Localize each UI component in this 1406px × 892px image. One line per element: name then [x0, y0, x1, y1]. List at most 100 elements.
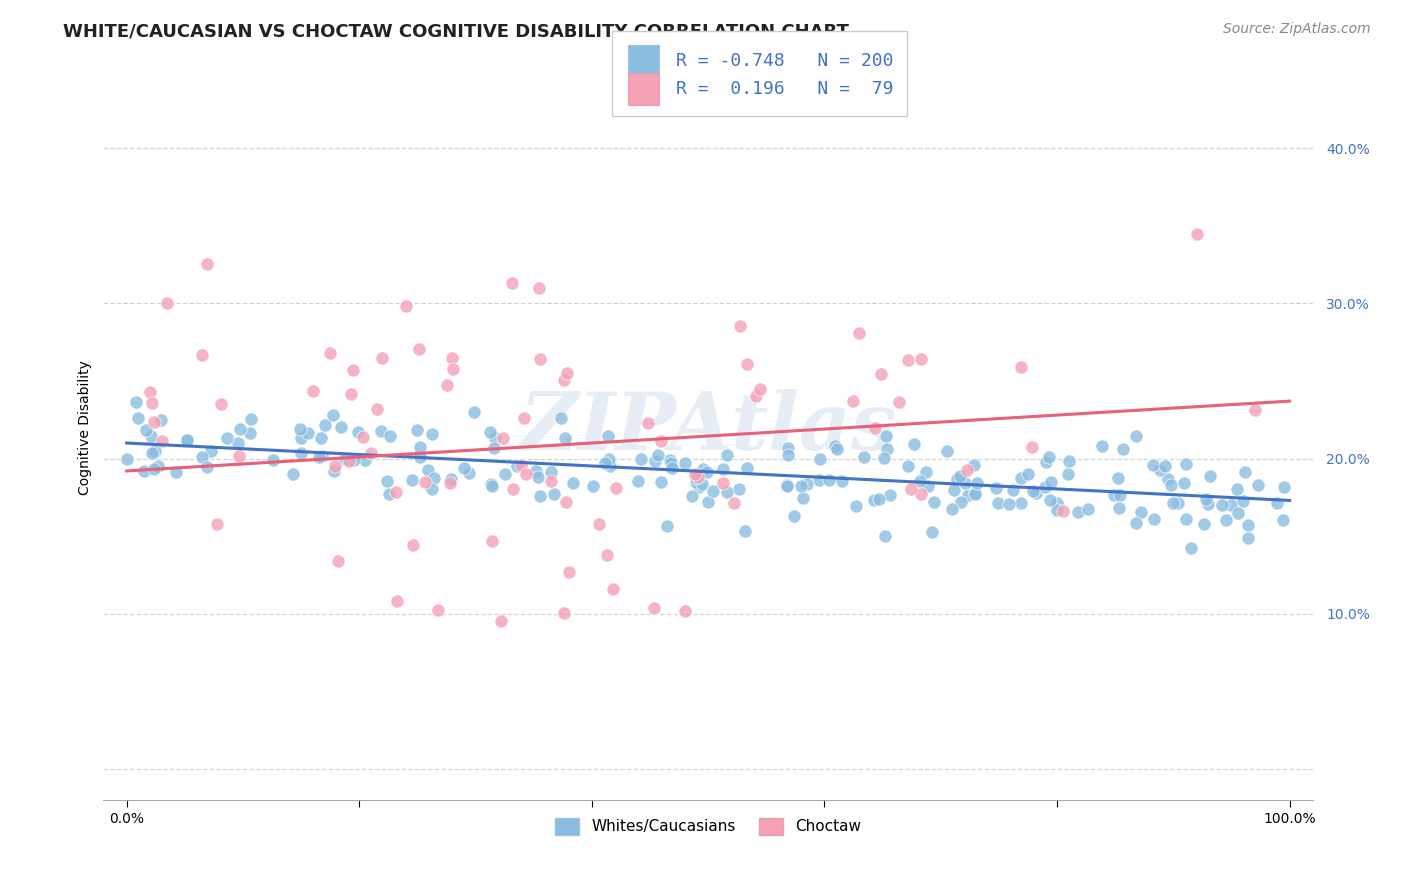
- Point: [808, 452, 831, 467]
- Point: [513, 411, 536, 425]
- Point: [745, 389, 768, 403]
- Point: [966, 475, 988, 490]
- Point: [875, 428, 897, 442]
- Point: [555, 366, 578, 380]
- Point: [582, 479, 605, 493]
- Point: [1167, 496, 1189, 510]
- Point: [423, 471, 446, 485]
- Point: [1010, 496, 1032, 510]
- Point: [554, 431, 576, 445]
- Point: [195, 257, 218, 271]
- Point: [239, 425, 262, 440]
- Point: [848, 326, 870, 341]
- Point: [1185, 227, 1208, 241]
- Point: [557, 565, 579, 579]
- Point: [406, 423, 429, 437]
- Point: [1091, 439, 1114, 453]
- Point: [692, 462, 714, 476]
- Point: [228, 449, 250, 463]
- Point: [1142, 458, 1164, 472]
- Point: [343, 453, 366, 467]
- Point: [825, 442, 848, 456]
- Point: [936, 443, 959, 458]
- Point: [792, 491, 814, 505]
- Point: [402, 538, 425, 552]
- Text: R = -0.748   N = 200: R = -0.748 N = 200: [676, 52, 894, 70]
- Point: [1265, 496, 1288, 510]
- Point: [311, 431, 333, 445]
- Point: [150, 434, 173, 448]
- Point: [869, 368, 891, 382]
- Point: [240, 412, 263, 426]
- Point: [776, 441, 799, 455]
- Point: [226, 436, 249, 450]
- Point: [290, 431, 312, 445]
- Point: [115, 452, 138, 467]
- Point: [139, 428, 162, 442]
- Point: [378, 487, 401, 501]
- Legend: Whites/Caucasians, Choctaw: Whites/Caucasians, Choctaw: [548, 812, 868, 840]
- Point: [593, 456, 616, 470]
- Point: [661, 461, 683, 475]
- Point: [862, 492, 884, 507]
- Point: [333, 452, 356, 467]
- Point: [420, 427, 443, 442]
- Point: [908, 474, 931, 488]
- Point: [897, 459, 920, 474]
- Point: [509, 458, 531, 472]
- Point: [387, 594, 409, 608]
- Point: [209, 397, 232, 411]
- Point: [686, 470, 709, 484]
- Point: [776, 477, 799, 491]
- Point: [897, 353, 920, 368]
- Point: [1197, 497, 1219, 511]
- Point: [1129, 505, 1152, 519]
- Point: [685, 475, 707, 489]
- Point: [339, 387, 361, 401]
- Point: [550, 411, 572, 425]
- Point: [1199, 469, 1222, 483]
- Point: [596, 548, 619, 562]
- Point: [696, 465, 718, 479]
- Text: Source: ZipAtlas.com: Source: ZipAtlas.com: [1223, 22, 1371, 37]
- Point: [748, 382, 770, 396]
- Point: [737, 357, 759, 371]
- Point: [515, 467, 537, 481]
- Point: [659, 453, 682, 467]
- Point: [378, 428, 401, 442]
- Point: [688, 480, 710, 494]
- Point: [946, 472, 969, 486]
- Point: [207, 517, 229, 532]
- Point: [711, 475, 734, 490]
- Point: [1052, 504, 1074, 518]
- Point: [138, 385, 160, 400]
- Point: [481, 479, 503, 493]
- Point: [416, 463, 439, 477]
- Point: [650, 475, 672, 489]
- Point: [1247, 478, 1270, 492]
- Point: [1102, 488, 1125, 502]
- Point: [602, 582, 624, 596]
- Point: [1243, 403, 1265, 417]
- Point: [529, 351, 551, 366]
- Point: [146, 458, 169, 473]
- Point: [903, 436, 925, 450]
- Point: [1195, 492, 1218, 507]
- Point: [727, 482, 749, 496]
- Point: [319, 346, 342, 360]
- Point: [998, 497, 1021, 511]
- Point: [941, 502, 963, 516]
- Point: [426, 603, 449, 617]
- Point: [1010, 471, 1032, 485]
- Point: [910, 351, 932, 366]
- Point: [322, 409, 344, 423]
- Point: [262, 453, 284, 467]
- Point: [1173, 475, 1195, 490]
- Point: [1022, 483, 1045, 498]
- Point: [879, 488, 901, 502]
- Point: [1149, 463, 1171, 477]
- Point: [553, 373, 575, 387]
- Point: [685, 470, 707, 484]
- Point: [702, 484, 724, 499]
- Point: [482, 441, 505, 455]
